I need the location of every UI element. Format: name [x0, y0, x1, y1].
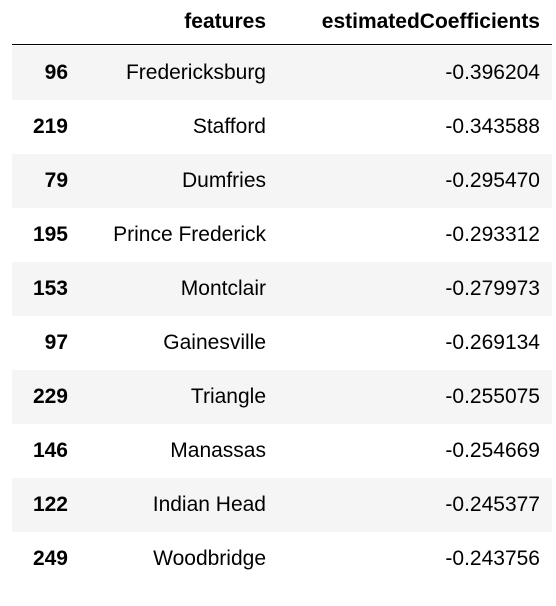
coefficient-cell: -0.255075	[445, 385, 540, 408]
coefficient-cell: -0.279973	[445, 277, 540, 300]
table-row: 96 Fredericksburg -0.396204	[12, 46, 552, 100]
coefficient-cell: -0.396204	[445, 61, 540, 84]
row-index: 153	[32, 277, 68, 300]
estimated-coefficients-column-header: estimatedCoefficients	[321, 10, 540, 33]
row-index: 79	[44, 169, 68, 192]
row-index: 146	[32, 439, 68, 462]
feature-cell: Triangle	[190, 385, 266, 408]
coefficient-cell: -0.254669	[445, 439, 540, 462]
coefficient-cell: -0.343588	[445, 115, 540, 138]
row-index: 122	[32, 493, 68, 516]
table-header-row: features estimatedCoefficients	[12, 0, 552, 45]
feature-cell: Stafford	[192, 115, 266, 138]
row-index: 195	[32, 223, 68, 246]
table-row: 229 Triangle -0.255075	[12, 370, 552, 424]
feature-cell: Fredericksburg	[125, 61, 266, 84]
dataframe-table: features estimatedCoefficients 96 Freder…	[12, 0, 552, 586]
table-row: 219 Stafford -0.343588	[12, 100, 552, 154]
table-row: 249 Woodbridge -0.243756	[12, 532, 552, 586]
feature-cell: Prince Frederick	[113, 223, 266, 246]
table-row: 97 Gainesville -0.269134	[12, 316, 552, 370]
feature-cell: Gainesville	[163, 331, 266, 354]
row-index: 96	[44, 61, 68, 84]
coefficient-cell: -0.243756	[445, 547, 540, 570]
coefficient-cell: -0.245377	[445, 493, 540, 516]
table-row: 195 Prince Frederick -0.293312	[12, 208, 552, 262]
row-index: 219	[32, 115, 68, 138]
feature-cell: Woodbridge	[153, 547, 266, 570]
row-index: 97	[44, 331, 68, 354]
features-column-header: features	[184, 10, 266, 33]
row-index: 249	[32, 547, 68, 570]
table-row: 122 Indian Head -0.245377	[12, 478, 552, 532]
table-row: 153 Montclair -0.279973	[12, 262, 552, 316]
feature-cell: Manassas	[170, 439, 266, 462]
row-index: 229	[32, 385, 68, 408]
coefficient-cell: -0.293312	[445, 223, 540, 246]
coefficient-cell: -0.269134	[445, 331, 540, 354]
feature-cell: Indian Head	[152, 493, 266, 516]
table-row: 79 Dumfries -0.295470	[12, 154, 552, 208]
feature-cell: Montclair	[180, 277, 266, 300]
coefficient-cell: -0.295470	[445, 169, 540, 192]
feature-cell: Dumfries	[181, 169, 266, 192]
table-row: 146 Manassas -0.254669	[12, 424, 552, 478]
